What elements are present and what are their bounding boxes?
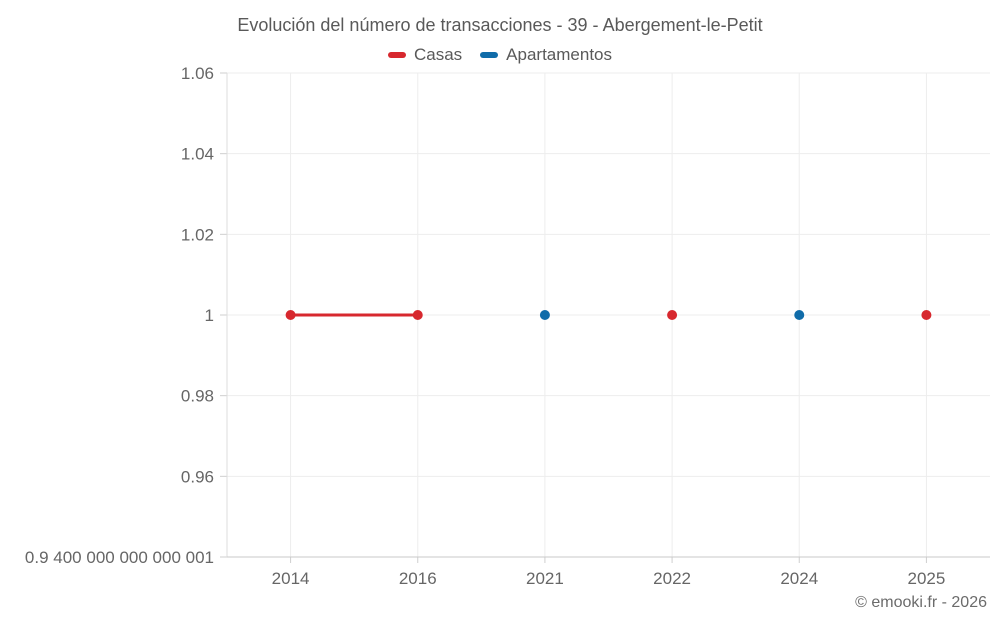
x-tick-label: 2024 (780, 569, 818, 588)
x-tick-label: 2022 (653, 569, 691, 588)
legend-label-casas: Casas (413, 45, 463, 64)
y-tick-label: 1.06 (181, 64, 214, 83)
x-tick-label: 2021 (526, 569, 564, 588)
point-casas-2022[interactable] (667, 310, 678, 320)
y-tick-label: 1.02 (181, 225, 214, 244)
attribution: © emooki.fr - 2026 (855, 594, 987, 611)
y-tick-label: 0.96 (181, 467, 214, 486)
chart-title: Evolución del número de transacciones - … (237, 15, 763, 35)
legend-item-casas[interactable]: Casas (387, 45, 463, 65)
point-casas-2025[interactable] (921, 310, 932, 320)
legend-item-apartamentos[interactable]: Apartamentos (480, 45, 612, 65)
x-tick-label: 2014 (272, 569, 310, 588)
x-tick-label: 2016 (399, 569, 437, 588)
y-tick-label: 1 (205, 306, 214, 325)
chart-legend: Casas Apartamentos (0, 45, 1000, 65)
y-tick-label: 0.98 (181, 387, 214, 406)
y-tick-label: 1.04 (181, 145, 214, 164)
x-tick-label: 2025 (908, 569, 946, 588)
point-apartamentos-2021[interactable] (539, 310, 550, 320)
legend-swatch-apartamentos (480, 52, 499, 58)
legend-swatch-casas (387, 52, 406, 58)
legend-label-apartamentos: Apartamentos (506, 45, 613, 64)
y-tick-label: 0.9 400 000 000 000 001 (25, 548, 214, 567)
point-casas-2016[interactable] (412, 310, 423, 320)
point-apartamentos-2024[interactable] (794, 310, 805, 320)
point-casas-2014[interactable] (285, 310, 296, 320)
